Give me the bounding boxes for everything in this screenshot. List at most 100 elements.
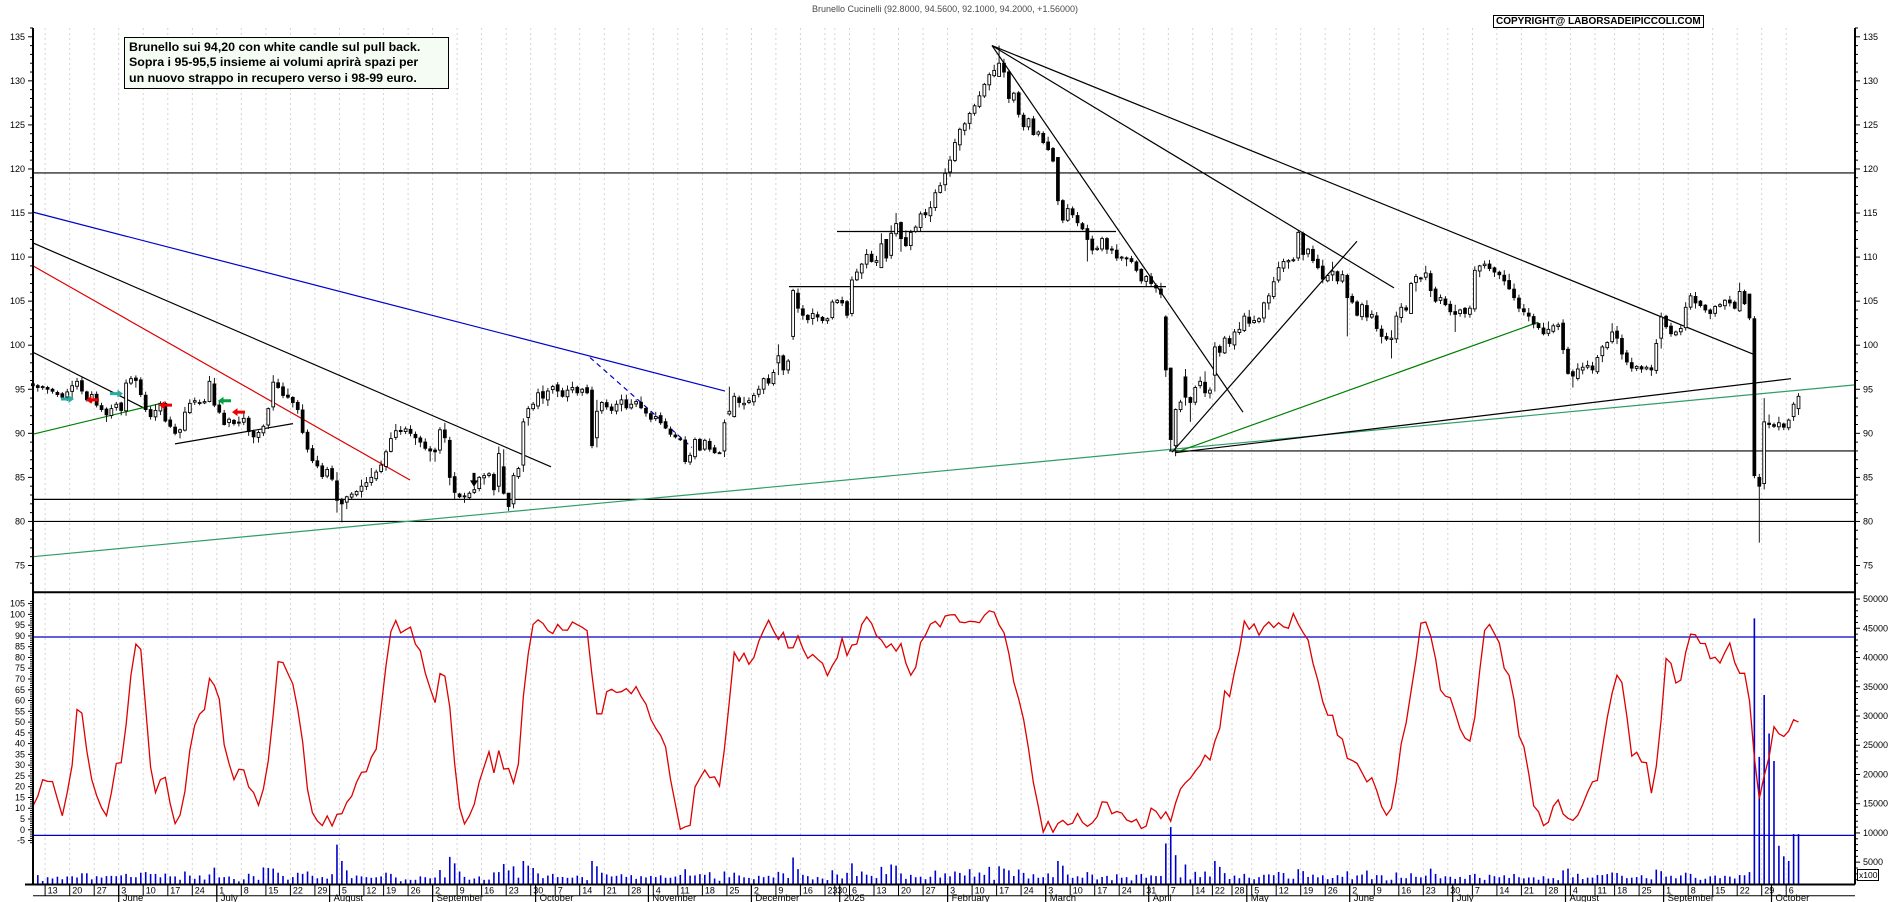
candle (408, 428, 413, 434)
candle (1683, 306, 1688, 329)
candle (1502, 274, 1507, 282)
month-label: March (1050, 893, 1076, 902)
candle (1678, 328, 1683, 333)
candle (845, 301, 849, 316)
candle (1600, 346, 1605, 357)
oscillator-tick-label: 0 (20, 825, 25, 835)
candle (506, 492, 511, 507)
candle (384, 451, 388, 467)
candle (1242, 315, 1247, 331)
candle (1129, 258, 1134, 262)
candle (702, 439, 707, 450)
candle (653, 416, 658, 420)
candle (1193, 387, 1198, 403)
candle (889, 232, 894, 256)
candle (413, 433, 418, 439)
price-tick-label: 110 (1863, 252, 1877, 262)
candle (854, 271, 859, 281)
candle (487, 473, 491, 476)
candle (815, 314, 820, 318)
price-tick-label: 125 (10, 120, 25, 130)
candle (1674, 331, 1678, 336)
price-tick-label: 90 (1863, 428, 1873, 438)
volume-tick-label: 40000 (1863, 653, 1888, 663)
candle (1448, 303, 1453, 313)
candle (683, 439, 688, 462)
week-label: 12 (366, 885, 376, 895)
week-label: 1 (219, 885, 224, 895)
week-label: 22 (1215, 885, 1225, 895)
axes (25, 28, 1856, 886)
date-axis: 13 20 27 3 10 17 24 1 8 15 22 29 5 12 19 26 2 9 16 23 30 7 14 2… (33, 884, 1855, 902)
candle (1222, 337, 1227, 354)
candle (1531, 316, 1536, 325)
candle (70, 385, 74, 392)
candle (1213, 346, 1217, 376)
candle (1443, 298, 1448, 306)
candle (805, 314, 810, 321)
candle (1262, 302, 1266, 319)
candle (688, 454, 692, 463)
candle (953, 142, 957, 161)
month-label: June (1354, 893, 1375, 902)
candle (168, 419, 173, 427)
week-label: 4 (656, 885, 661, 895)
candlesticks (31, 45, 1801, 543)
week-label: 16 (484, 885, 494, 895)
volume-tick-label: 45000 (1863, 623, 1888, 633)
week-label: 15 (268, 885, 278, 895)
price-tick-label: 130 (10, 76, 25, 86)
candle (1659, 316, 1664, 339)
signal-arrow (470, 472, 478, 487)
oscillator-tick-label: -5 (17, 836, 25, 846)
week-label: 11 (1598, 885, 1607, 895)
week-label: 24 (1024, 885, 1034, 895)
candle (1374, 315, 1379, 329)
candle (604, 402, 609, 408)
week-label: 1 (1666, 885, 1671, 895)
candle (1492, 267, 1497, 273)
candle (913, 226, 918, 232)
candle (1178, 401, 1183, 411)
candle (271, 381, 276, 408)
price-tick-label: 115 (1863, 208, 1877, 218)
week-label: 21 (607, 885, 617, 895)
candle (1198, 380, 1203, 387)
candle (55, 391, 60, 395)
candle (467, 492, 472, 499)
candle (433, 449, 437, 453)
candle (943, 172, 947, 186)
candle (1031, 118, 1036, 136)
candle (1571, 371, 1575, 377)
candle (830, 301, 835, 319)
candle (595, 410, 599, 439)
price-tick-label: 110 (11, 252, 25, 262)
candle (1296, 231, 1301, 259)
candle (305, 431, 310, 450)
candle (663, 421, 668, 429)
candle (207, 380, 212, 403)
candle (1644, 366, 1649, 370)
signal-arrow (218, 396, 231, 405)
month-label: February (952, 893, 990, 902)
week-label: 17 (999, 885, 1009, 895)
week-label: 14 (1195, 885, 1205, 895)
month-label: December (755, 893, 799, 902)
analyst-note-line: Brunello sui 94,20 con white candle sul … (129, 40, 421, 54)
candle (810, 313, 815, 319)
candle (256, 431, 261, 438)
candle (1252, 320, 1256, 324)
candle (1286, 260, 1291, 263)
trend-line (174, 423, 294, 445)
candle (1144, 276, 1149, 282)
candle (1551, 325, 1556, 332)
candle (987, 74, 992, 86)
month-label: September (437, 893, 483, 902)
week-label: 5 (342, 885, 347, 895)
candle (747, 400, 751, 403)
candle (1409, 283, 1413, 314)
candle (173, 426, 177, 434)
candle (904, 237, 908, 247)
